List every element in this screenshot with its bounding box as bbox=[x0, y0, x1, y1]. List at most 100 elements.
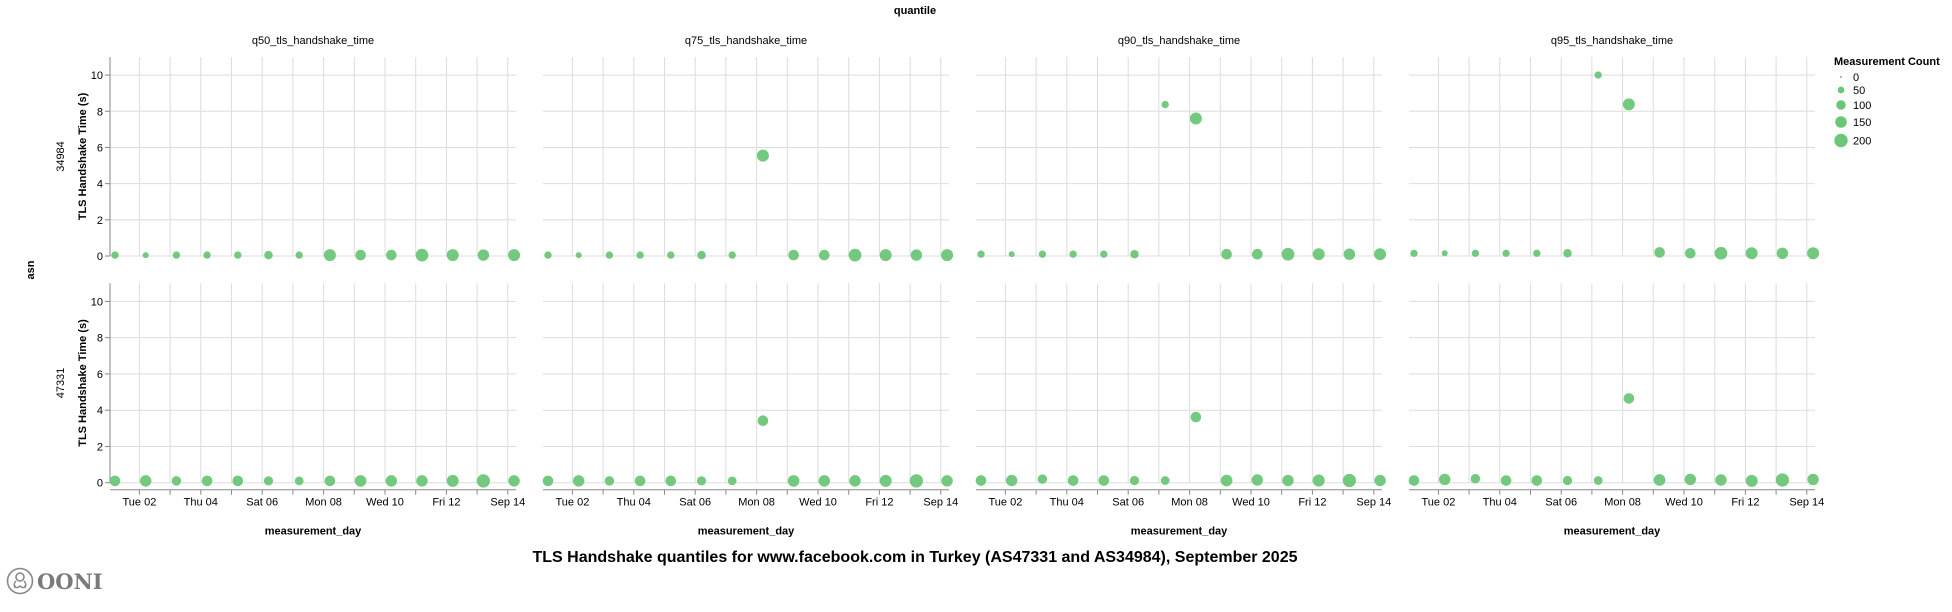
y-tick-label: 0 bbox=[97, 251, 103, 263]
data-point bbox=[385, 475, 398, 487]
y-tick-label: 10 bbox=[91, 70, 103, 82]
data-point bbox=[508, 475, 520, 487]
data-point bbox=[1098, 475, 1110, 486]
y-axis-title: TLS Handshake Time (s) bbox=[77, 92, 89, 220]
column-facet-title: quantile bbox=[894, 5, 936, 17]
y-tick-label: 4 bbox=[97, 405, 103, 417]
data-point bbox=[667, 251, 675, 259]
data-point bbox=[941, 475, 953, 487]
legend-label: 100 bbox=[1853, 100, 1871, 112]
data-point bbox=[572, 475, 585, 487]
x-tick-label: Mon 08 bbox=[305, 497, 342, 509]
data-point bbox=[697, 250, 706, 260]
x-tick-label: Tue 02 bbox=[122, 497, 156, 509]
x-tick-label: Sep 14 bbox=[923, 497, 958, 509]
logo-text: OONI bbox=[37, 568, 103, 594]
x-tick-label: Mon 08 bbox=[738, 497, 775, 509]
data-point bbox=[1038, 250, 1047, 258]
data-point bbox=[264, 250, 273, 260]
data-point bbox=[415, 248, 429, 262]
legend: Measurement Count 050 100 150 200 bbox=[1834, 56, 1940, 148]
legend-symbol bbox=[1834, 133, 1848, 148]
data-point bbox=[142, 252, 149, 259]
data-point bbox=[508, 249, 521, 262]
legend-symbol bbox=[1837, 86, 1845, 94]
legend-symbol bbox=[1835, 116, 1847, 128]
data-point bbox=[324, 475, 336, 487]
y-axis-title: TLS Handshake Time (s) bbox=[77, 319, 89, 447]
data-point bbox=[909, 474, 924, 488]
data-point bbox=[848, 248, 862, 262]
octopus-icon bbox=[6, 567, 34, 595]
x-axis-title: measurement_day bbox=[698, 526, 795, 538]
data-point bbox=[1594, 71, 1602, 79]
data-point bbox=[604, 476, 615, 486]
data-point bbox=[1100, 250, 1108, 258]
x-tick-label: Sep 14 bbox=[490, 497, 525, 509]
x-tick-label: Wed 10 bbox=[366, 497, 404, 509]
facet-panel: q90_tls_handshake_time bbox=[976, 35, 1387, 261]
data-point bbox=[1441, 250, 1448, 257]
facet-panel: 0 2 4 6 8 10 Tue 02 Thu 04 Sat 06 Mon 08 Wed 10 Fri… bbox=[91, 283, 525, 538]
data-point bbox=[1374, 248, 1387, 261]
data-point bbox=[818, 475, 831, 487]
data-point bbox=[295, 251, 303, 259]
y-tick-label: 2 bbox=[97, 441, 103, 453]
legend-label: 50 bbox=[1853, 85, 1865, 97]
data-point bbox=[665, 475, 677, 487]
x-tick-label: Wed 10 bbox=[1665, 497, 1703, 509]
data-point bbox=[1531, 475, 1543, 486]
y-tick-label: 4 bbox=[97, 179, 103, 191]
facet-panel: Tue 02 Thu 04 Sat 06 Mon 08 Wed 10 Fri 12 Sep … bbox=[975, 283, 1391, 538]
x-tick-label: Tue 02 bbox=[1421, 497, 1455, 509]
data-point bbox=[542, 475, 554, 487]
legend-label: 150 bbox=[1853, 117, 1871, 129]
data-point bbox=[1130, 249, 1139, 259]
data-point bbox=[1343, 248, 1356, 260]
data-point bbox=[234, 251, 242, 259]
column-facet-label: q50_tls_handshake_time bbox=[252, 35, 374, 47]
data-point bbox=[1410, 249, 1418, 257]
data-point bbox=[1190, 411, 1202, 423]
data-point bbox=[354, 475, 367, 487]
x-tick-label: Fri 12 bbox=[1731, 497, 1759, 509]
data-point bbox=[910, 249, 923, 261]
data-point bbox=[1745, 247, 1758, 260]
data-point bbox=[1161, 100, 1169, 109]
data-point bbox=[386, 249, 397, 261]
data-point bbox=[1221, 248, 1232, 260]
data-point bbox=[757, 415, 769, 427]
legend-title: Measurement Count bbox=[1834, 56, 1940, 68]
data-point bbox=[294, 476, 304, 486]
data-point bbox=[1562, 475, 1573, 486]
facet-panel: Tue 02 Thu 04 Sat 06 Mon 08 Wed 10 Fri 12 Sep … bbox=[1408, 283, 1824, 538]
data-point bbox=[232, 475, 244, 487]
data-point bbox=[879, 474, 892, 487]
legend-symbol bbox=[1840, 76, 1842, 78]
data-point bbox=[1129, 475, 1140, 486]
data-point bbox=[1776, 247, 1789, 259]
data-point bbox=[696, 476, 707, 486]
data-point bbox=[172, 251, 181, 259]
x-tick-label: Fri 12 bbox=[865, 497, 893, 509]
data-point bbox=[975, 475, 987, 486]
data-point bbox=[1281, 247, 1295, 261]
data-point bbox=[756, 149, 769, 162]
data-point bbox=[634, 475, 646, 487]
data-point bbox=[263, 476, 274, 486]
data-point bbox=[1037, 474, 1048, 484]
data-point bbox=[476, 474, 491, 488]
data-point bbox=[1408, 475, 1420, 486]
data-point bbox=[1251, 474, 1264, 486]
data-point bbox=[941, 249, 954, 262]
data-point bbox=[1502, 249, 1510, 257]
data-point bbox=[1684, 473, 1697, 486]
x-tick-label: Thu 04 bbox=[617, 497, 651, 509]
x-tick-label: Thu 04 bbox=[184, 497, 218, 509]
data-point bbox=[1189, 112, 1202, 125]
data-point bbox=[201, 475, 213, 487]
facet-panel: q95_tls_handshake_time bbox=[1409, 35, 1820, 260]
data-point bbox=[1653, 474, 1666, 486]
facet-panel: q75_tls_handshake_time bbox=[543, 35, 954, 262]
facet-panel: q50_tls_handshake_time 0 2 4 6 8 10 bbox=[91, 35, 521, 263]
